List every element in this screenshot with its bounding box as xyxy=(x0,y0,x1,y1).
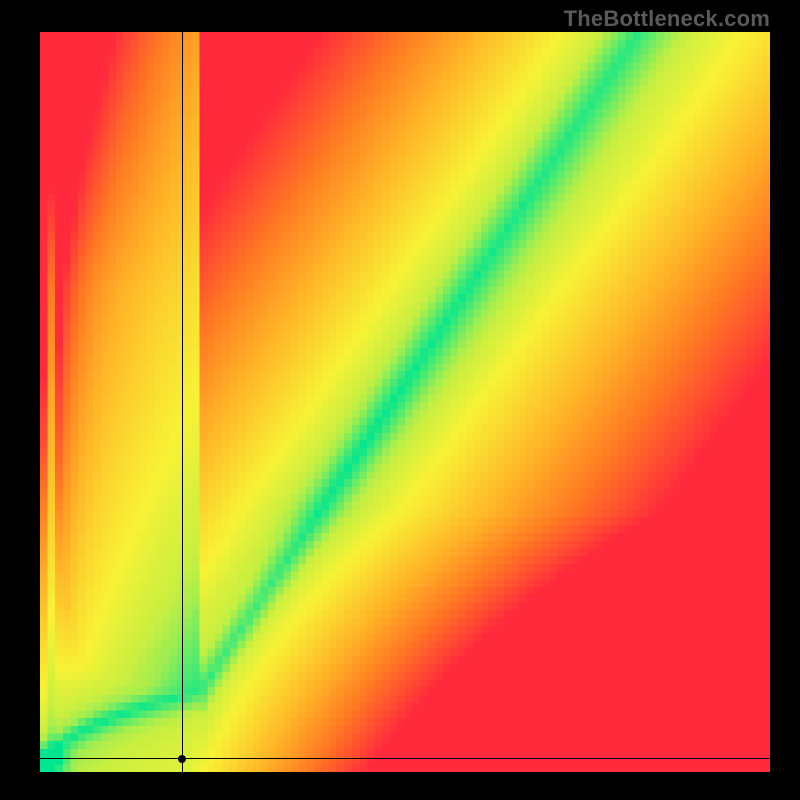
crosshair-horizontal xyxy=(40,758,770,759)
chart-container: TheBottleneck.com xyxy=(0,0,800,800)
heatmap-canvas xyxy=(40,32,770,772)
heatmap-plot xyxy=(40,32,770,772)
crosshair-marker xyxy=(178,755,186,763)
crosshair-vertical xyxy=(182,32,183,772)
watermark-text: TheBottleneck.com xyxy=(564,6,770,32)
